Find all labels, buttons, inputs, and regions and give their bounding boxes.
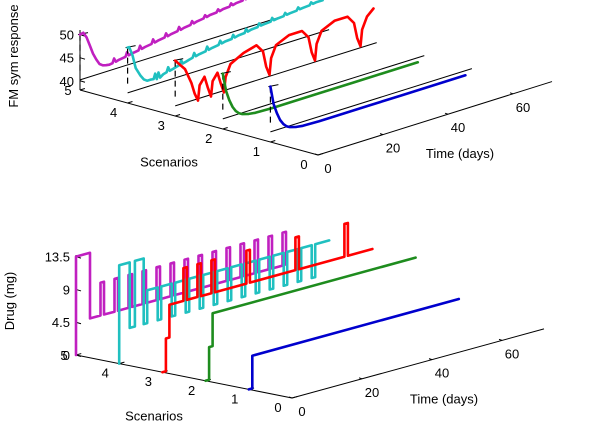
time-tick-label: 60 — [516, 100, 530, 115]
scenario-tick-label: 0 — [274, 400, 281, 415]
scenario-axis-label: Scenarios — [125, 409, 183, 424]
series-line-scenario-3 — [161, 221, 374, 374]
time-tick-mark — [444, 112, 449, 115]
scenario-tick-label: 1 — [253, 144, 260, 159]
scenario-axis-line — [75, 354, 293, 399]
scenario-baseline-2 — [222, 55, 425, 120]
scenario-baseline-1 — [270, 68, 473, 133]
time-axis-line — [317, 81, 553, 156]
series-line-scenario-1 — [247, 297, 461, 391]
z-tick-mark — [79, 57, 86, 60]
time-tick-label: 0 — [298, 404, 305, 419]
z-tick-mark — [79, 80, 86, 83]
scenario-tick-mark — [317, 152, 324, 156]
time-tick-label: 0 — [324, 161, 331, 176]
series-line-scenario-5 — [74, 230, 288, 357]
z-tick-label: 40 — [60, 74, 74, 89]
scenario-tick-label: 5 — [64, 83, 71, 98]
time-tick-mark — [428, 358, 433, 361]
series-line-scenario-5 — [78, 0, 247, 67]
scenario-tick-label: 4 — [110, 105, 117, 120]
scenario-tick-mark — [127, 100, 133, 104]
time-tick-label: 20 — [386, 141, 400, 156]
time-tick-mark — [358, 377, 363, 380]
time-tick-mark — [509, 92, 514, 95]
scenario-tick-label: 0 — [300, 157, 307, 172]
z-tick-label: 0 — [63, 348, 70, 363]
z-axis-label: FM sym response — [6, 4, 21, 107]
time-axis-line — [291, 328, 545, 399]
time-tick-mark — [379, 133, 384, 136]
scenario-baseline-3 — [175, 42, 377, 107]
scenario-tick-mark — [79, 87, 86, 91]
series-line-scenario-4 — [126, 0, 324, 82]
scenario-tick-label: 3 — [145, 374, 152, 389]
series-line-scenario-3 — [173, 7, 375, 102]
z-tick-label: 50 — [60, 28, 74, 43]
scenario-tick-label: 2 — [188, 383, 195, 398]
scenario-tick-label: 3 — [158, 118, 165, 133]
scenario-tick-mark — [270, 139, 276, 143]
series-line-scenario-2 — [221, 60, 420, 116]
scenario-tick-label: 2 — [205, 131, 212, 146]
scenario-baseline-5 — [79, 16, 282, 81]
scenario-tick-label: 4 — [102, 366, 109, 381]
scenario-tick-mark — [222, 126, 228, 130]
z-tick-label: 4.5 — [52, 315, 70, 330]
z-tick-label: 45 — [60, 51, 74, 66]
scenario-tick-label: 5 — [60, 348, 67, 363]
time-tick-label: 40 — [435, 366, 449, 381]
z-tick-label: 13.5 — [45, 250, 70, 265]
time-tick-mark — [498, 338, 503, 341]
time-tick-label: 20 — [365, 385, 379, 400]
scenario-axis-label: Scenarios — [140, 155, 198, 170]
time-tick-label: 40 — [451, 120, 465, 135]
scenario-baseline-4 — [127, 29, 330, 94]
scenario-axis-line — [79, 89, 319, 156]
series-line-scenario-1 — [269, 74, 467, 129]
z-tick-label: 9 — [63, 282, 70, 297]
scenario-tick-mark — [291, 396, 298, 399]
time-tick-mark — [314, 153, 319, 156]
time-tick-mark — [288, 396, 293, 399]
time-tick-label: 60 — [505, 346, 519, 361]
scenario-tick-label: 1 — [231, 391, 238, 406]
scenario-tick-mark — [175, 113, 181, 117]
time-axis-label: Time (days) — [410, 392, 478, 407]
series-line-scenario-2 — [204, 256, 417, 383]
series-line-scenario-4 — [117, 239, 331, 365]
z-axis-label: Drug (mg) — [2, 272, 17, 331]
time-axis-label: Time (days) — [426, 146, 494, 161]
